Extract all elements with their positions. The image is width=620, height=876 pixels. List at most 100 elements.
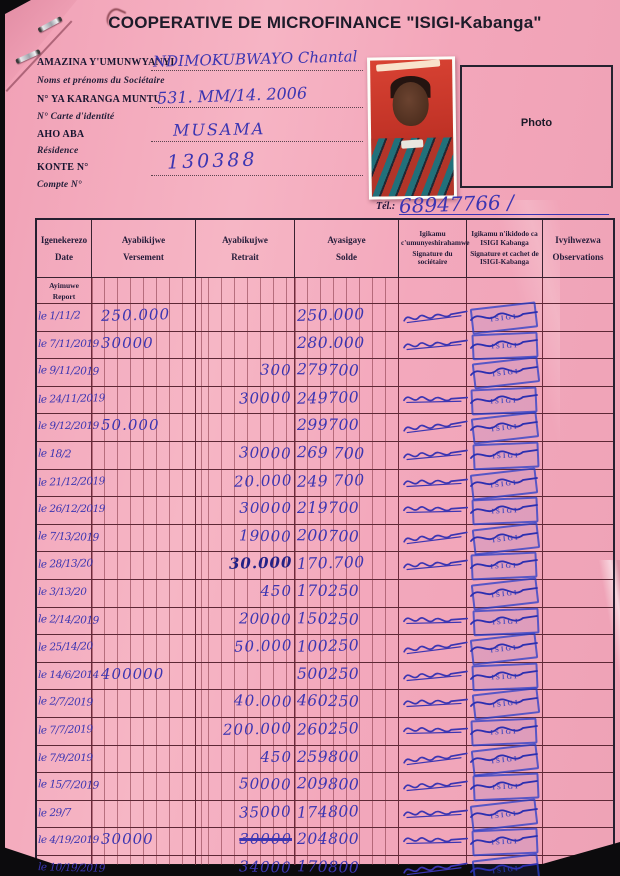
- cell-date: le 14/6/2014: [37, 662, 99, 690]
- stamp-signature-scribble: [470, 531, 538, 542]
- member-signature-scribble: [403, 809, 468, 818]
- cell-versement: 30000: [92, 331, 196, 359]
- cell-retrait: 200.000: [196, 717, 295, 745]
- cell-retrait: 19000: [196, 524, 295, 552]
- cell-retrait: 30.000: [196, 552, 295, 579]
- field-line: [151, 141, 363, 142]
- member-signature-scribble: [403, 506, 469, 514]
- member-signature-scribble: [403, 339, 468, 350]
- member-signature-scribble: [403, 641, 468, 655]
- page-title: COOPERATIVE DE MICROFINANCE "ISIGI-Kaban…: [108, 13, 542, 32]
- stamp-signature-scribble: [470, 366, 538, 377]
- table-row: le 7/7/2019 200.000 260250 ISIGI: [37, 717, 613, 747]
- stamp-signature-scribble: [470, 559, 538, 570]
- cell-observations: [543, 608, 613, 635]
- table-row: le 2/14/2019 20000 150250 ISIGI: [37, 607, 613, 636]
- table-row: le 9/12/2019 50.000 299700 ISIGI: [37, 411, 613, 445]
- member-signature-scribble: [403, 531, 468, 544]
- cell-signature-societaire: [399, 635, 468, 662]
- cell-signature-societaire: [399, 773, 468, 800]
- cell-observations: [543, 552, 613, 579]
- cell-retrait: 30000: [196, 441, 295, 469]
- cell-solde: 219700: [295, 497, 399, 524]
- stamp-signature-scribble: [470, 725, 538, 735]
- table-header-row: Igenekerezo Date Ayabikijwe Versement Ay…: [37, 220, 613, 278]
- field-label-compte: Compte N°: [37, 180, 82, 190]
- cell-solde: 269 700: [295, 441, 399, 469]
- stamp-signature-scribble: [470, 476, 538, 487]
- cell-date: le 26/12/2019: [37, 497, 105, 524]
- cell-versement: [92, 441, 196, 469]
- member-signature-scribble: [403, 310, 468, 324]
- stamp-signature-scribble: [470, 338, 538, 349]
- table-row: le 2/7/2019 40.000 460250 ISIGI: [37, 687, 613, 721]
- stamp-signature-scribble: [470, 835, 538, 846]
- cell-versement: 250.000: [92, 304, 196, 331]
- cell-retrait: 20.000: [196, 469, 295, 497]
- cell-stamp: ISIGI: [467, 852, 543, 876]
- cell-stamp: ISIGI: [467, 521, 543, 556]
- stamp-signature-scribble: [470, 421, 538, 432]
- cell-signature-societaire: [399, 607, 469, 635]
- ledger-table: Igenekerezo Date Ayabikijwe Versement Ay…: [35, 218, 615, 876]
- stamp-signature-scribble: [470, 393, 538, 404]
- cell-signature-societaire: [399, 414, 468, 441]
- cell-observations: [543, 414, 613, 441]
- cell-observations: [543, 387, 613, 414]
- cell-stamp: ISIGI: [467, 798, 543, 832]
- cell-signature-societaire: [399, 717, 469, 745]
- member-photo: [367, 56, 457, 200]
- cell-stamp: ISIGI: [467, 772, 543, 802]
- field-label-residence: Résidence: [37, 146, 79, 156]
- member-signature-scribble: [403, 862, 468, 876]
- cell-stamp: ISIGI: [467, 386, 543, 416]
- header-observations: Ivyihwezwa Observations: [552, 234, 604, 262]
- cell-signature-societaire: [399, 828, 469, 855]
- cell-solde: 209800: [295, 773, 399, 800]
- cell-versement: [92, 607, 196, 635]
- member-signature-scribble: [403, 780, 468, 792]
- stamp-signature-scribble: [470, 311, 538, 321]
- table-row: le 4/19/2019 30000 30000 204800 ISIGI: [37, 827, 613, 857]
- photo-glare: [375, 59, 441, 72]
- cell-date: le 24/11/2019: [37, 386, 105, 414]
- stamp-signature-scribble: [470, 642, 538, 653]
- cell-stamp: ISIGI: [467, 632, 543, 666]
- cell-date: le 10/19/2019: [37, 855, 105, 876]
- cell-date: le 2/7/2019: [37, 690, 93, 717]
- header-versement: Ayabikijwe Versement: [92, 220, 196, 277]
- cell-stamp: ISIGI: [467, 717, 543, 747]
- cell-observations: [543, 580, 613, 607]
- table-row: le 28/13/20 30.000 170.700 ISIGI: [37, 551, 613, 581]
- cell-observations: [543, 304, 613, 331]
- cell-date: le 7/13/2019: [37, 524, 99, 552]
- cell-signature-societaire: [399, 331, 468, 359]
- table-row: le 24/11/2019 30000 249700 ISIGI: [37, 386, 613, 416]
- cell-stamp: ISIGI: [467, 301, 543, 335]
- cell-date: le 4/19/2019: [37, 828, 99, 855]
- cell-solde: 174800: [295, 800, 399, 828]
- cell-signature-societaire: [399, 524, 468, 552]
- cell-signature-societaire: [399, 359, 467, 386]
- cell-solde: 204800: [295, 828, 399, 855]
- cell-date: le 25/14/20: [37, 635, 93, 662]
- member-name-value: NDIMOKUBWAYO Chantal: [152, 47, 358, 71]
- cell-solde: 170.700: [295, 552, 399, 579]
- header-signature-isigi: Igikamu n'ikidodo ca ISIGI Kabanga Signa…: [467, 220, 543, 277]
- table-row: le 7/13/2019 19000 200700 ISIGI: [37, 521, 613, 556]
- member-signature-scribble: [403, 478, 468, 487]
- cell-solde: 249 700: [295, 469, 399, 497]
- field-line: [151, 70, 363, 71]
- cell-signature-societaire: [399, 745, 468, 773]
- table-body: le 1/11/2 250.000 250.000 ISIGI le 7/11/…: [37, 301, 613, 876]
- cell-retrait: 50.000: [196, 635, 295, 662]
- cell-signature-societaire: [399, 552, 468, 579]
- cell-signature-societaire: [399, 579, 467, 607]
- cell-stamp: ISIGI: [467, 607, 543, 636]
- digit-boxes: [196, 278, 295, 303]
- cell-retrait: 450: [196, 745, 295, 773]
- cell-versement: [92, 497, 196, 524]
- cell-date: le 29/7: [37, 800, 92, 828]
- cell-versement: 400000: [92, 662, 196, 690]
